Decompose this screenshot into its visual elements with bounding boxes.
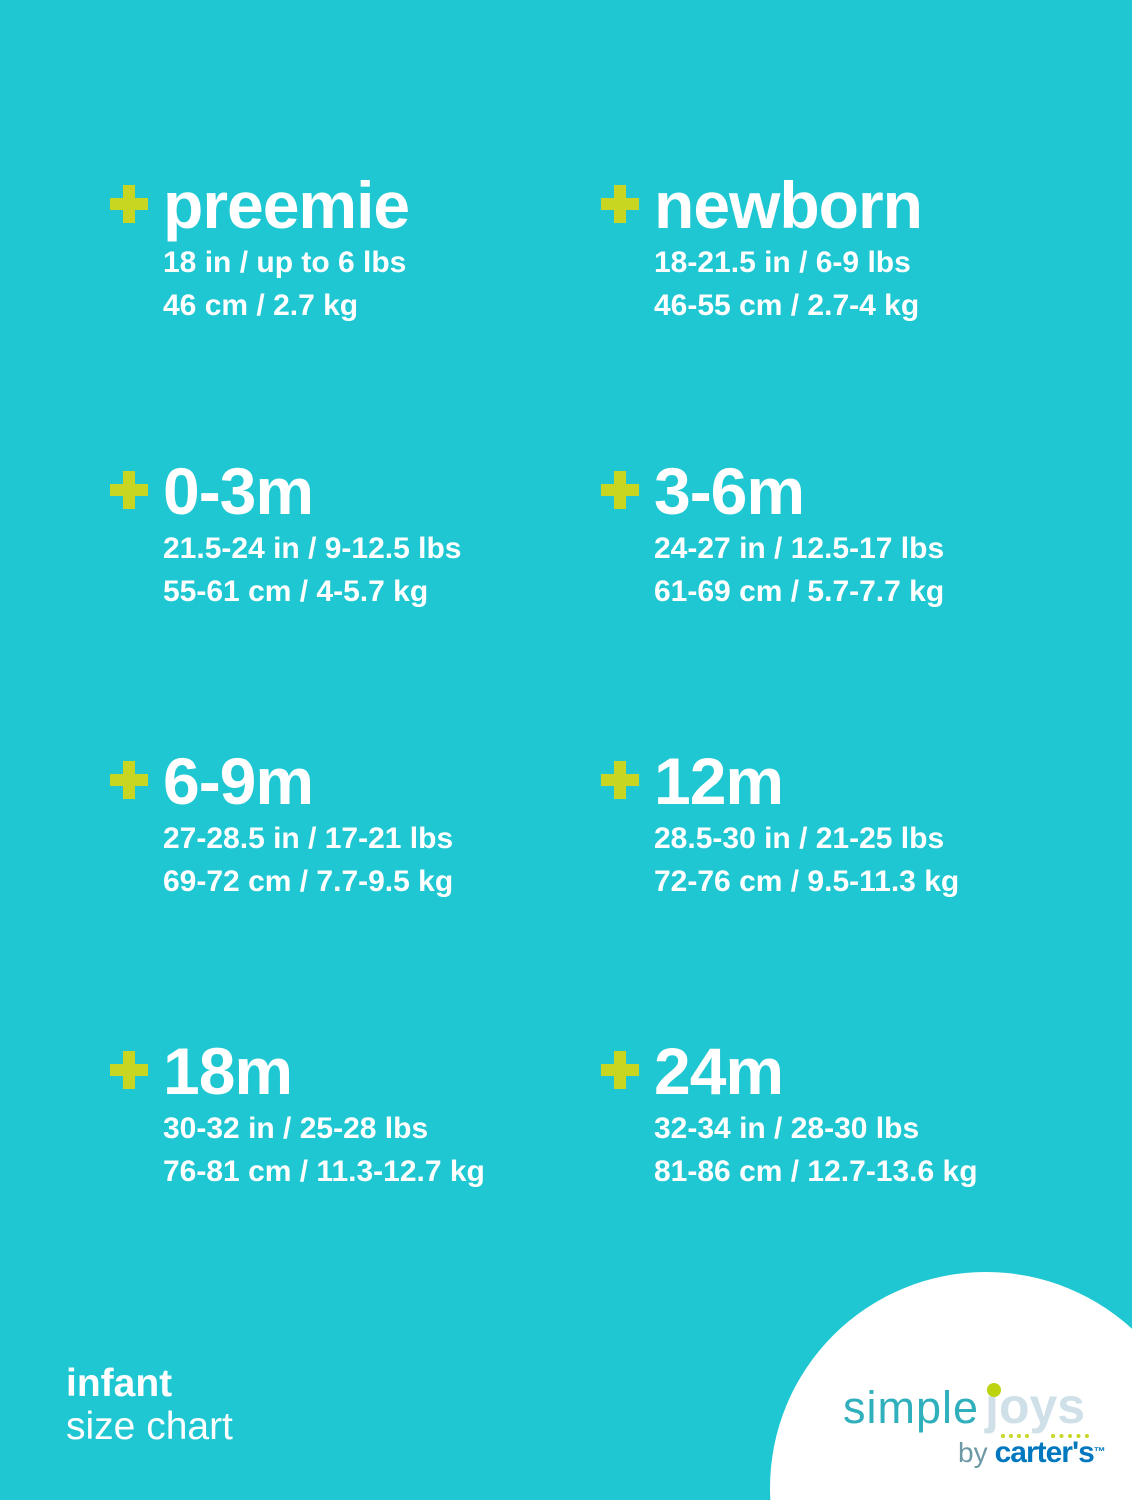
size-imperial: 27-28.5 in / 17-21 lbs (163, 822, 454, 855)
plus-icon (110, 761, 148, 799)
plus-icon (601, 1051, 639, 1089)
size-imperial: 30-32 in / 25-28 lbs (163, 1112, 429, 1145)
size-label: newborn (654, 168, 923, 242)
dotted-underline-icon (1051, 1434, 1090, 1438)
size-metric: 69-72 cm / 7.7-9.5 kg (163, 865, 454, 898)
size-entry-24m: 24m 32-34 in / 28-30 lbs 81-86 cm / 12.7… (601, 1038, 1101, 1193)
plus-icon (601, 761, 639, 799)
size-metric: 81-86 cm / 12.7-13.6 kg (654, 1155, 978, 1188)
size-entry-preemie: preemie 18 in / up to 6 lbs 46 cm / 2.7 … (110, 172, 610, 327)
chart-caption: infant size chart (66, 1362, 233, 1448)
chart-caption-title: infant (66, 1362, 173, 1405)
size-entry-body: 12m 28.5-30 in / 21-25 lbs 72-76 cm / 9.… (654, 748, 959, 903)
size-entry-newborn: newborn 18-21.5 in / 6-9 lbs 46-55 cm / … (601, 172, 1101, 327)
size-imperial: 28.5-30 in / 21-25 lbs (654, 822, 945, 855)
size-metric: 46-55 cm / 2.7-4 kg (654, 289, 920, 322)
size-metric: 61-69 cm / 5.7-7.7 kg (654, 575, 945, 608)
size-entry-body: 0-3m 21.5-24 in / 9-12.5 lbs 55-61 cm / … (163, 458, 462, 613)
logo-simple-text: simple (843, 1382, 980, 1433)
size-entry-body: newborn 18-21.5 in / 6-9 lbs 46-55 cm / … (654, 168, 923, 327)
size-imperial: 18-21.5 in / 6-9 lbs (654, 246, 911, 279)
size-imperial: 21.5-24 in / 9-12.5 lbs (163, 532, 462, 565)
plus-icon (110, 185, 148, 223)
chart-caption-subtitle: size chart (66, 1405, 233, 1448)
size-label: 18m (163, 1034, 293, 1108)
plus-icon (110, 471, 148, 509)
size-metric: 72-76 cm / 9.5-11.3 kg (654, 865, 960, 898)
logo-by-text: by (958, 1437, 988, 1468)
logo-joys-text: joys (985, 1378, 1090, 1438)
size-label: 24m (654, 1034, 784, 1108)
size-metric: 46 cm / 2.7 kg (163, 289, 359, 322)
size-entry-body: preemie 18 in / up to 6 lbs 46 cm / 2.7 … (163, 168, 410, 327)
size-imperial: 32-34 in / 28-30 lbs (654, 1112, 920, 1145)
size-metric: 76-81 cm / 11.3-12.7 kg (163, 1155, 485, 1188)
size-entry-body: 18m 30-32 in / 25-28 lbs 76-81 cm / 11.3… (163, 1038, 485, 1193)
plus-icon (601, 185, 639, 223)
joys-dot-icon (987, 1383, 1002, 1397)
size-entry-body: 24m 32-34 in / 28-30 lbs 81-86 cm / 12.7… (654, 1038, 978, 1193)
size-label: preemie (163, 168, 410, 242)
size-entry-12m: 12m 28.5-30 in / 21-25 lbs 72-76 cm / 9.… (601, 748, 1101, 903)
plus-icon (601, 471, 639, 509)
plus-icon (110, 1051, 148, 1089)
dotted-underline-icon (1001, 1434, 1030, 1438)
brand-logo-byline: by carter's™ (958, 1436, 1106, 1470)
size-entry-body: 3-6m 24-27 in / 12.5-17 lbs 61-69 cm / 5… (654, 458, 944, 613)
trademark-symbol: ™ (1093, 1444, 1106, 1459)
size-label: 12m (654, 744, 784, 818)
size-entry-0-3m: 0-3m 21.5-24 in / 9-12.5 lbs 55-61 cm / … (110, 458, 610, 613)
size-metric: 55-61 cm / 4-5.7 kg (163, 575, 429, 608)
brand-logo: simple joys (843, 1378, 1090, 1445)
size-entry-3-6m: 3-6m 24-27 in / 12.5-17 lbs 61-69 cm / 5… (601, 458, 1101, 613)
size-label: 0-3m (163, 454, 314, 528)
size-imperial: 24-27 in / 12.5-17 lbs (654, 532, 945, 565)
logo-carters-text: carter's (994, 1436, 1095, 1469)
size-entry-18m: 18m 30-32 in / 25-28 lbs 76-81 cm / 11.3… (110, 1038, 610, 1193)
size-label: 3-6m (654, 454, 805, 528)
size-imperial: 18 in / up to 6 lbs (163, 246, 407, 279)
logo-joys-word: joys (985, 1378, 1086, 1434)
size-entry-body: 6-9m 27-28.5 in / 17-21 lbs 69-72 cm / 7… (163, 748, 453, 903)
size-label: 6-9m (163, 744, 314, 818)
size-entry-6-9m: 6-9m 27-28.5 in / 17-21 lbs 69-72 cm / 7… (110, 748, 610, 903)
